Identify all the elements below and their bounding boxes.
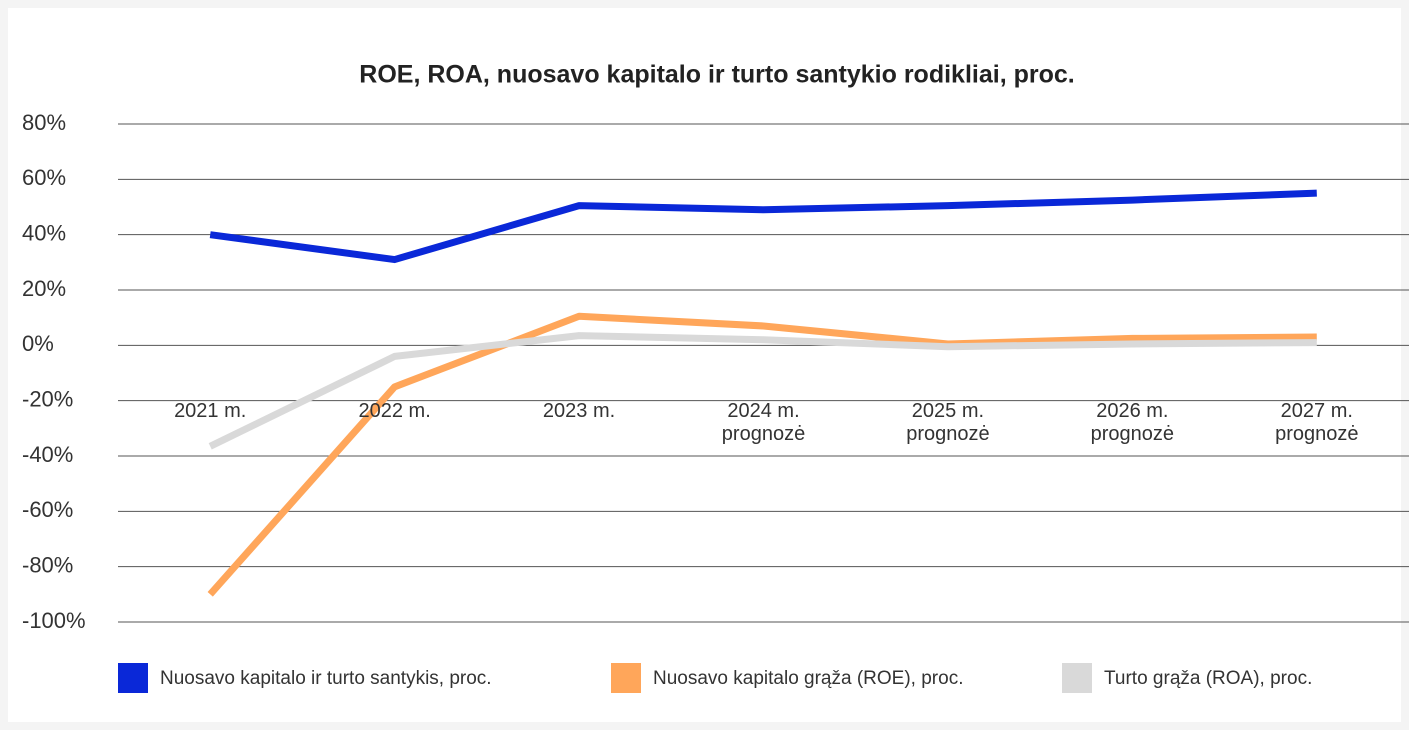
chart-title: ROE, ROA, nuosavo kapitalo ir turto sant… xyxy=(359,61,1074,89)
legend-swatch xyxy=(611,663,641,693)
chart-panel: ROE, ROA, nuosavo kapitalo ir turto sant… xyxy=(8,8,1409,722)
series-line xyxy=(209,189,1317,264)
y-tick-label: -40% xyxy=(22,442,73,467)
legend-swatch xyxy=(1062,663,1092,693)
x-tick-label: 2024 m. prognozė xyxy=(721,400,806,445)
x-tick-label: 2021 m. xyxy=(174,400,247,422)
y-tick-label: 60% xyxy=(22,165,66,190)
series-line xyxy=(207,312,1317,597)
series-line xyxy=(208,332,1317,450)
y-tick-label: 20% xyxy=(22,276,66,301)
y-tick-label: 0% xyxy=(22,331,54,356)
y-tick-label: -100% xyxy=(22,608,86,633)
legend-swatch xyxy=(118,663,148,693)
y-tick-label: 80% xyxy=(22,110,66,135)
y-tick-label: 40% xyxy=(22,220,66,245)
x-tick-label: 2026 m. prognozė xyxy=(1090,400,1175,445)
legend-label: Nuosavo kapitalo grąža (ROE), proc. xyxy=(653,668,964,689)
legend-label: Nuosavo kapitalo ir turto santykis, proc… xyxy=(160,668,492,689)
x-tick-label: 2023 m. xyxy=(542,400,616,422)
y-tick-label: -20% xyxy=(22,386,73,411)
x-tick-label: 2025 m. prognozė xyxy=(906,400,990,445)
x-tick-label: 2022 m. xyxy=(358,400,431,422)
y-tick-label: -60% xyxy=(22,497,73,522)
x-tick-label: 2027 m. prognozė xyxy=(1275,400,1359,445)
legend-label: Turto grąža (ROA), proc. xyxy=(1104,668,1313,689)
y-tick-label: -80% xyxy=(22,552,73,577)
